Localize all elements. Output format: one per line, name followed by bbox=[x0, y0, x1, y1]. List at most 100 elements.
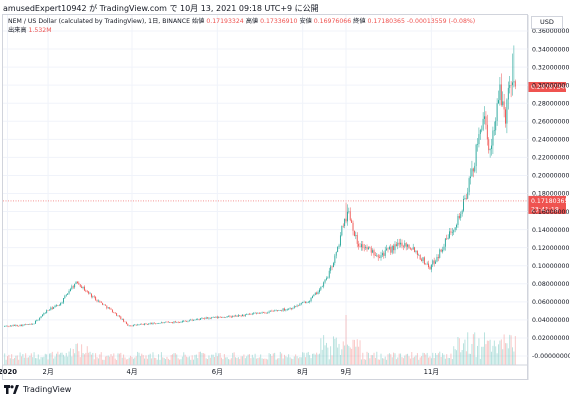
volume-bar bbox=[141, 353, 143, 365]
candle-body bbox=[188, 320, 190, 322]
volume-bar bbox=[56, 353, 57, 365]
volume-bar bbox=[104, 356, 106, 365]
candle-body bbox=[402, 246, 404, 247]
volume-bar bbox=[7, 356, 8, 365]
candle-body bbox=[383, 253, 385, 256]
candle-body bbox=[16, 325, 18, 326]
volume-bar bbox=[228, 359, 229, 365]
volume-bar bbox=[40, 357, 42, 365]
volume-bar bbox=[173, 353, 175, 365]
volume-bar bbox=[272, 353, 274, 365]
candle-body bbox=[338, 245, 340, 247]
candle-body bbox=[92, 296, 94, 298]
volume-bar bbox=[303, 352, 305, 365]
volume-bar bbox=[411, 352, 413, 365]
candle-body bbox=[26, 324, 28, 325]
volume-bar bbox=[176, 354, 178, 365]
candle-body bbox=[170, 322, 172, 323]
candle-body bbox=[507, 87, 509, 100]
volume-bar bbox=[243, 354, 245, 365]
candle-body bbox=[44, 312, 46, 314]
candle-body bbox=[451, 232, 453, 233]
volume-bar bbox=[402, 358, 404, 365]
volume-bar bbox=[127, 359, 129, 365]
candle-body bbox=[137, 324, 139, 326]
volume-bar bbox=[135, 356, 137, 365]
candle-body bbox=[388, 247, 390, 249]
volume-bar bbox=[446, 354, 448, 365]
candle-body bbox=[117, 315, 119, 317]
candle-body bbox=[148, 323, 150, 325]
candle-body bbox=[40, 316, 42, 318]
volume-bar bbox=[18, 359, 20, 365]
candle-body bbox=[286, 309, 288, 310]
candle-body bbox=[153, 322, 155, 324]
candle-body bbox=[58, 305, 60, 307]
volume-bar bbox=[391, 357, 393, 365]
volume-bar bbox=[300, 357, 302, 365]
volume-bar bbox=[320, 338, 322, 365]
candle-body bbox=[313, 294, 315, 297]
volume-bar bbox=[97, 358, 99, 365]
candle-body bbox=[100, 301, 102, 303]
volume-bar bbox=[328, 359, 330, 365]
volume-bar bbox=[90, 354, 92, 365]
candle-body bbox=[268, 311, 270, 313]
footer: TradingView bbox=[4, 385, 71, 394]
candle-body bbox=[458, 216, 460, 218]
volume-bar bbox=[277, 358, 278, 365]
candle-body bbox=[316, 292, 318, 294]
volume-bar bbox=[261, 358, 263, 365]
volume-bar bbox=[505, 343, 506, 365]
volume-bar bbox=[195, 354, 197, 365]
volume-bar bbox=[275, 359, 277, 365]
candle-body bbox=[103, 304, 105, 306]
currency-button[interactable]: USD bbox=[531, 16, 563, 29]
volume-bar bbox=[412, 357, 414, 365]
candle-body bbox=[279, 310, 281, 311]
candle-body bbox=[292, 308, 294, 309]
volume-bar bbox=[471, 344, 473, 365]
candle-body bbox=[60, 303, 62, 306]
candle-body bbox=[503, 101, 505, 110]
volume-bar bbox=[172, 354, 174, 365]
candle-body bbox=[289, 308, 291, 309]
candle-body bbox=[491, 145, 492, 149]
candle-body bbox=[442, 249, 444, 252]
candle-body bbox=[302, 302, 304, 303]
candle-body bbox=[328, 270, 330, 278]
candle-body bbox=[128, 325, 130, 327]
volume-bar bbox=[460, 352, 462, 365]
candle-body bbox=[376, 255, 378, 257]
candle-body bbox=[429, 267, 431, 270]
candle-body bbox=[204, 318, 206, 319]
volume-bar bbox=[339, 354, 341, 365]
volume-bar bbox=[93, 359, 95, 365]
volume-bar bbox=[75, 343, 77, 365]
volume-bar bbox=[11, 354, 13, 365]
volume-bar bbox=[72, 348, 74, 365]
volume-bar bbox=[288, 354, 290, 365]
volume-bar bbox=[349, 347, 351, 365]
volume-bar bbox=[223, 354, 225, 365]
candle-body bbox=[407, 244, 409, 247]
low-label: 安値 bbox=[299, 18, 312, 25]
candle-body bbox=[309, 301, 311, 302]
volume-bar bbox=[423, 353, 425, 365]
candle-body bbox=[275, 310, 277, 311]
volume-bar bbox=[222, 359, 224, 365]
candle-body bbox=[114, 312, 116, 314]
candle-body bbox=[450, 231, 452, 233]
volume-bar bbox=[499, 340, 501, 365]
candle-body bbox=[64, 295, 66, 299]
candle-body bbox=[132, 324, 134, 326]
volume-bar bbox=[425, 354, 427, 365]
close-label: 終値 bbox=[353, 18, 366, 25]
candle-body bbox=[155, 323, 157, 325]
volume-bar bbox=[463, 343, 464, 365]
candle-body bbox=[464, 198, 466, 200]
volume-bar bbox=[316, 352, 318, 365]
volume-bar bbox=[117, 353, 119, 365]
